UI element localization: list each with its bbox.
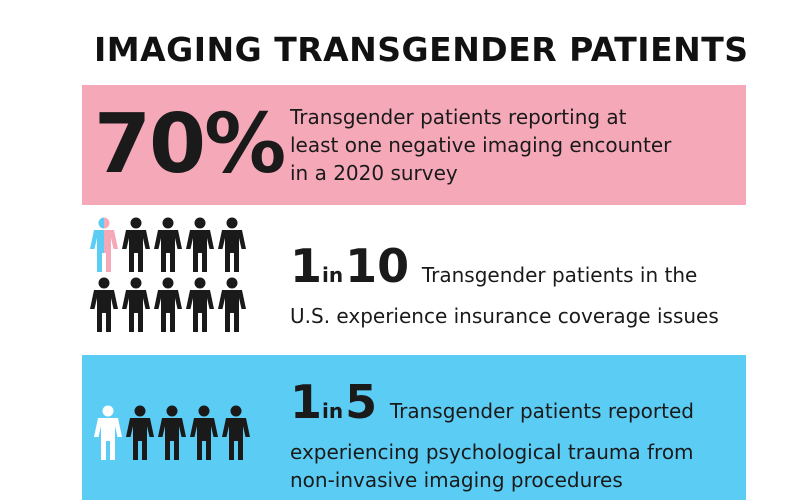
line-text: Transgender patients reported bbox=[389, 399, 694, 423]
icon bbox=[154, 217, 182, 272]
icons bbox=[90, 217, 246, 332]
icons bbox=[94, 405, 250, 460]
icon bbox=[122, 277, 150, 332]
line: Transgender patients reporting at bbox=[290, 105, 627, 129]
stat-number: 10 bbox=[345, 239, 410, 293]
line: experiencing psychological trauma from bbox=[290, 440, 694, 464]
icon bbox=[126, 405, 154, 460]
section-white: 1in10 Transgender patients in the U.S. e… bbox=[82, 205, 746, 355]
description: 1in10 Transgender patients in the U.S. e… bbox=[290, 239, 719, 330]
icon bbox=[122, 217, 150, 272]
icon bbox=[190, 405, 218, 460]
icon bbox=[218, 217, 246, 272]
icon bbox=[90, 218, 118, 273]
stat-word: in bbox=[322, 263, 344, 287]
line: 1in5 Transgender patients reported bbox=[290, 375, 694, 438]
stat-number: 1 bbox=[290, 239, 323, 293]
icon bbox=[218, 277, 246, 332]
stat-number: 1 bbox=[290, 375, 323, 429]
line: U.S. experience insurance coverage issue… bbox=[290, 304, 719, 328]
title: IMAGING TRANSGENDER PATIENTS bbox=[94, 30, 749, 69]
line-text: Transgender patients in the bbox=[421, 263, 698, 287]
description: 1in5 Transgender patients reported exper… bbox=[290, 375, 694, 494]
icon bbox=[90, 277, 118, 332]
icon bbox=[186, 277, 214, 332]
icon bbox=[186, 217, 214, 272]
stat-word: in bbox=[322, 399, 344, 423]
line: in a 2020 survey bbox=[290, 161, 458, 185]
description: Transgender patients reporting at least … bbox=[290, 103, 671, 187]
section-pink: 70% Transgender patients reporting at le… bbox=[82, 85, 746, 205]
icon bbox=[94, 405, 122, 460]
stat: 70% bbox=[94, 97, 286, 192]
line: non-invasive imaging procedures bbox=[290, 468, 623, 492]
icon bbox=[222, 405, 250, 460]
line: least one negative imaging encounter bbox=[290, 133, 672, 157]
icon bbox=[154, 277, 182, 332]
line: 1in10 Transgender patients in the bbox=[290, 239, 719, 302]
stat-number: 5 bbox=[345, 375, 378, 429]
section-blue: 1in5 Transgender patients reported exper… bbox=[82, 355, 746, 500]
icon bbox=[158, 405, 186, 460]
